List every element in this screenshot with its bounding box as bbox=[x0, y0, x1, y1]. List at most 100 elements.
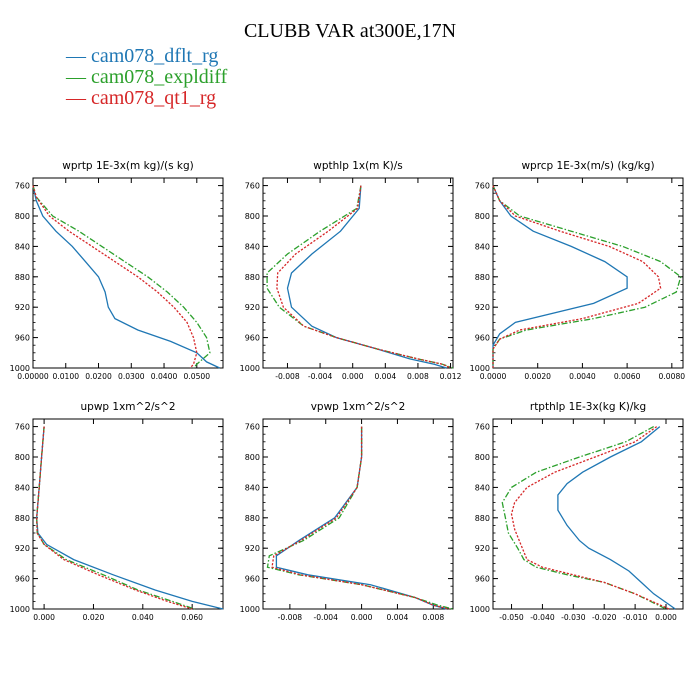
y-tick-label: 920 bbox=[475, 303, 490, 312]
y-tick-label: 760 bbox=[245, 182, 260, 191]
panel-frame-6 bbox=[492, 418, 684, 610]
series-line-2 bbox=[36, 426, 195, 610]
panel-5: vpwp 1xm^2/s^2 760 800 840 880 920 960 1000 -0.0… bbox=[240, 401, 454, 622]
y-tick-label: 1000 bbox=[240, 364, 260, 373]
x-tick-label: 0.0020 bbox=[524, 372, 551, 381]
y-tick-label: 800 bbox=[475, 212, 490, 221]
y-tick-label: 880 bbox=[475, 514, 490, 523]
x-tick-label: 0.0100 bbox=[52, 372, 79, 381]
x-tick-label: 0.0300 bbox=[118, 372, 145, 381]
y-tick-label: 880 bbox=[245, 514, 260, 523]
y-tick-label: 1000 bbox=[240, 605, 260, 614]
y-tick-label: 800 bbox=[15, 453, 30, 462]
y-tick-label: 880 bbox=[475, 273, 490, 282]
x-tick-label: 0.004 bbox=[387, 613, 409, 622]
panel-title-3: wprcp 1E-3x(m/s) (kg/kg) bbox=[521, 160, 654, 172]
y-tick-label: 800 bbox=[475, 453, 490, 462]
panel-frame-4 bbox=[32, 418, 224, 610]
y-tick-label: 800 bbox=[245, 453, 260, 462]
x-tick-label: 0.000 bbox=[342, 372, 364, 381]
legend-dash-2: — bbox=[66, 66, 91, 88]
panel-title-4: upwp 1xm^2/s^2 bbox=[81, 401, 176, 413]
legend-entry-3: — cam078_qt1_rg bbox=[66, 88, 227, 109]
panel-3: wprcp 1E-3x(m/s) (kg/kg) 760 800 840 880 920 9… bbox=[470, 160, 686, 381]
series-line-3 bbox=[32, 185, 198, 369]
y-tick-label: 1000 bbox=[10, 364, 30, 373]
x-tick-label: 0.008 bbox=[407, 372, 429, 381]
legend-entry-1: — cam078_dflt_rg bbox=[66, 46, 227, 67]
y-tick-label: 880 bbox=[15, 273, 30, 282]
series-line-2 bbox=[266, 426, 454, 610]
y-tick-label: 920 bbox=[245, 544, 260, 553]
panel-4: upwp 1xm^2/s^2 760 800 840 880 920 960 10000.00… bbox=[10, 401, 224, 622]
x-tick-label: -0.004 bbox=[308, 372, 333, 381]
series-line-3 bbox=[276, 185, 451, 369]
panel-frame-5 bbox=[262, 418, 454, 610]
y-tick-label: 800 bbox=[245, 212, 260, 221]
legend-label-3: cam078_qt1_rg bbox=[91, 87, 217, 109]
x-tick-label: 0.0060 bbox=[614, 372, 641, 381]
y-tick-label: 960 bbox=[245, 575, 260, 584]
legend-dash-3: — bbox=[66, 87, 91, 109]
x-tick-label: 0.0080 bbox=[659, 372, 686, 381]
series-line-2 bbox=[32, 185, 211, 369]
y-tick-label: 840 bbox=[245, 242, 260, 251]
y-tick-label: 880 bbox=[15, 514, 30, 523]
panel-frame-3 bbox=[492, 177, 684, 369]
legend-label-1: cam078_dflt_rg bbox=[91, 45, 219, 67]
x-tick-label: 0.040 bbox=[132, 613, 154, 622]
x-tick-label: 0.0500 bbox=[184, 372, 211, 381]
series-line-3 bbox=[271, 426, 450, 610]
x-tick-label: 0.000 bbox=[33, 613, 55, 622]
series-line-3 bbox=[510, 426, 670, 610]
x-tick-label: 0.020 bbox=[83, 613, 105, 622]
y-tick-label: 880 bbox=[245, 273, 260, 282]
y-tick-label: 760 bbox=[475, 423, 490, 432]
series-line-1 bbox=[36, 426, 224, 610]
x-tick-label: 0.0000 bbox=[480, 372, 507, 381]
y-tick-label: 760 bbox=[245, 423, 260, 432]
panel-title-1: wprtp 1E-3x(m kg)/(s kg) bbox=[62, 160, 193, 172]
y-tick-label: 840 bbox=[245, 483, 260, 492]
y-tick-label: 960 bbox=[15, 575, 30, 584]
x-tick-label: 0.008 bbox=[422, 613, 444, 622]
series-line-1 bbox=[32, 185, 220, 369]
series-line-1 bbox=[492, 185, 628, 368]
y-tick-label: 800 bbox=[15, 212, 30, 221]
x-tick-label: 0.0400 bbox=[151, 372, 178, 381]
series-line-2 bbox=[266, 185, 454, 369]
x-tick-label: -0.030 bbox=[561, 613, 586, 622]
y-tick-label: 760 bbox=[15, 423, 30, 432]
panel-frame-2 bbox=[262, 177, 454, 369]
y-tick-label: 960 bbox=[475, 334, 490, 343]
y-tick-label: 1000 bbox=[470, 364, 490, 373]
y-tick-label: 920 bbox=[475, 544, 490, 553]
x-tick-label: -0.020 bbox=[592, 613, 617, 622]
series-line-3 bbox=[36, 426, 193, 610]
y-tick-label: 960 bbox=[475, 575, 490, 584]
y-tick-label: 1000 bbox=[10, 605, 30, 614]
series-line-2 bbox=[501, 426, 667, 610]
y-tick-label: 920 bbox=[245, 303, 260, 312]
legend-label-2: cam078_expldiff bbox=[91, 66, 228, 88]
panel-frame-1 bbox=[32, 177, 224, 369]
panel-title-2: wpthlp 1x(m K)/s bbox=[313, 160, 403, 172]
panel-2: wpthlp 1x(m K)/s 760 800 840 880 920 960 1000 -0… bbox=[240, 160, 462, 381]
y-tick-label: 840 bbox=[475, 483, 490, 492]
y-tick-label: 960 bbox=[245, 334, 260, 343]
x-tick-label: -0.004 bbox=[313, 613, 338, 622]
legend: — cam078_dflt_rg — cam078_expldiff — cam… bbox=[66, 46, 227, 109]
y-tick-label: 760 bbox=[475, 182, 490, 191]
panel-title-5: vpwp 1xm^2/s^2 bbox=[311, 401, 406, 413]
series-line-1 bbox=[286, 185, 447, 369]
x-tick-label: 0.060 bbox=[181, 613, 203, 622]
x-tick-label: 0.00000 bbox=[17, 372, 49, 381]
panel-title-6: rtpthlp 1E-3x(kg K)/kg bbox=[530, 401, 646, 413]
y-tick-label: 760 bbox=[15, 182, 30, 191]
x-tick-label: -0.008 bbox=[278, 613, 303, 622]
panel-1: wprtp 1E-3x(m kg)/(s kg) 760 800 840 880 920 9… bbox=[10, 160, 224, 381]
y-tick-label: 960 bbox=[15, 334, 30, 343]
figure-title: CLUBB VAR at300E,17N bbox=[243, 20, 457, 42]
x-tick-label: 0.0040 bbox=[569, 372, 596, 381]
x-tick-label: 0.000 bbox=[655, 613, 677, 622]
